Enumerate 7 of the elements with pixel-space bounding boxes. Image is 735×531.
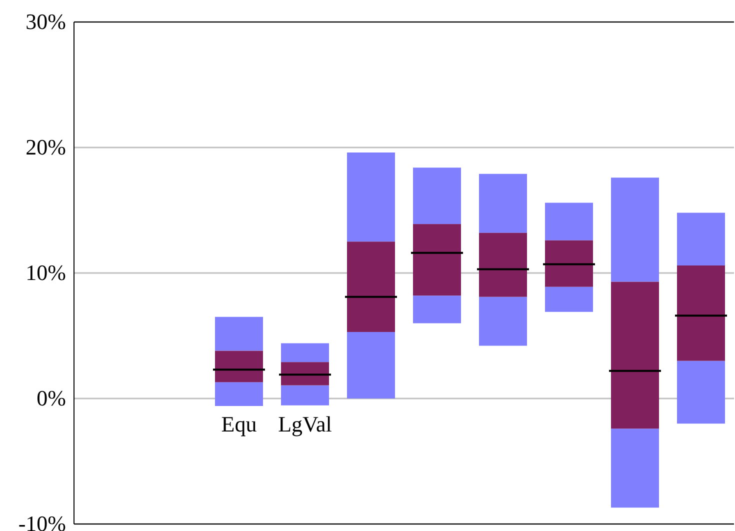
y-tick-label: 10% [26, 260, 66, 286]
x-tick-label: LgVal [278, 412, 332, 436]
y-tick-label: 30% [26, 9, 66, 34]
y-tick-label: -10% [18, 511, 66, 531]
y-tick-label: 20% [26, 134, 66, 160]
y-tick-label: 0% [36, 386, 66, 411]
x-tick-label: Equ [221, 412, 257, 436]
